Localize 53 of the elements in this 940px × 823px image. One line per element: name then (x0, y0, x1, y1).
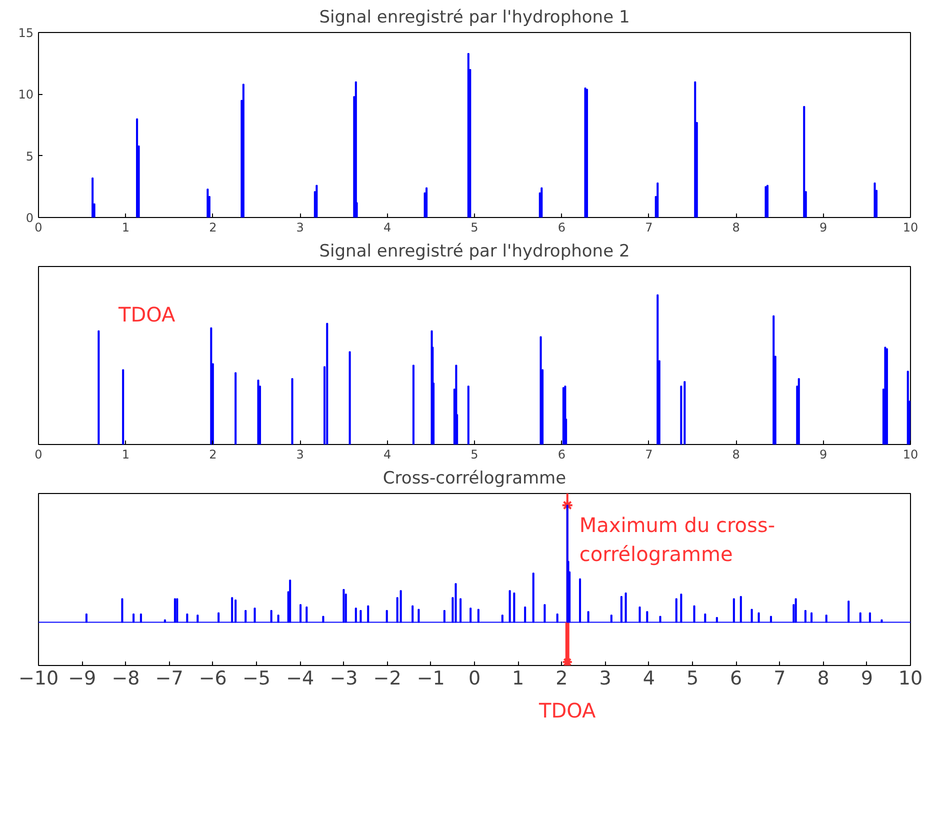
x-tick-label: 0 (34, 448, 42, 462)
x-tick-label: −5 (242, 668, 271, 690)
x-tick-label: 5 (470, 220, 478, 234)
x-tick-label: 7 (645, 448, 653, 462)
x-tick-label: 6 (730, 668, 742, 690)
x-tick-label: 2 (209, 220, 217, 234)
x-tick-label: 8 (732, 448, 740, 462)
x-tick-label: 3 (599, 668, 612, 690)
x-tick-label: −8 (112, 668, 140, 690)
x-tick-label: 6 (558, 448, 566, 462)
y-tick-label: 10 (18, 88, 34, 102)
x-tick-label: 5 (470, 448, 478, 462)
x-tick-label: 10 (902, 448, 918, 462)
x-tick-label: 0 (34, 220, 42, 234)
x-tick-label: −6 (198, 668, 227, 690)
x-tick-label: 1 (122, 220, 130, 234)
x-tick-label: 9 (819, 448, 828, 462)
ref-line-label: TDOA (538, 698, 596, 722)
x-tick-label: 7 (645, 220, 653, 234)
x-tick-label: 10 (898, 668, 923, 690)
x-tick-label: 4 (383, 220, 392, 234)
x-tick-label: 3 (296, 448, 304, 462)
x-tick-label: 8 (732, 220, 740, 234)
chart-title: Signal enregistré par l'hydrophone 2 (319, 242, 630, 262)
annotation: Maximum du cross- corrélogramme (579, 513, 776, 566)
x-tick-label: −10 (18, 668, 59, 690)
x-tick-label: 2 (209, 448, 217, 462)
chart-title: Cross-corrélogramme (382, 468, 566, 488)
x-tick-label: 4 (642, 668, 655, 690)
x-tick-label: −7 (155, 668, 184, 690)
x-tick-label: 2 (556, 668, 568, 690)
x-tick-label: 1 (122, 448, 130, 462)
y-tick-label: 15 (18, 26, 34, 40)
x-tick-label: −9 (68, 668, 96, 690)
annotation: TDOA (118, 302, 176, 326)
x-tick-label: 0 (468, 668, 481, 690)
x-tick-label: 7 (774, 668, 786, 690)
chart-title: Signal enregistré par l'hydrophone 1 (319, 8, 630, 28)
x-tick-label: 8 (817, 668, 830, 690)
x-tick-label: −2 (373, 668, 402, 690)
y-tick-label: 0 (26, 211, 34, 225)
x-tick-label: −4 (286, 668, 314, 690)
x-tick-label: 9 (819, 220, 828, 234)
x-tick-label: 9 (860, 668, 873, 690)
x-tick-label: 4 (383, 448, 392, 462)
y-tick-label: 5 (26, 149, 34, 164)
x-tick-label: −1 (416, 668, 445, 690)
x-tick-label: 1 (512, 668, 524, 690)
x-tick-label: 3 (296, 220, 304, 234)
x-tick-label: 6 (558, 220, 566, 234)
x-tick-label: −3 (330, 668, 358, 690)
x-tick-label: 10 (902, 220, 918, 234)
x-tick-label: 5 (686, 668, 699, 690)
